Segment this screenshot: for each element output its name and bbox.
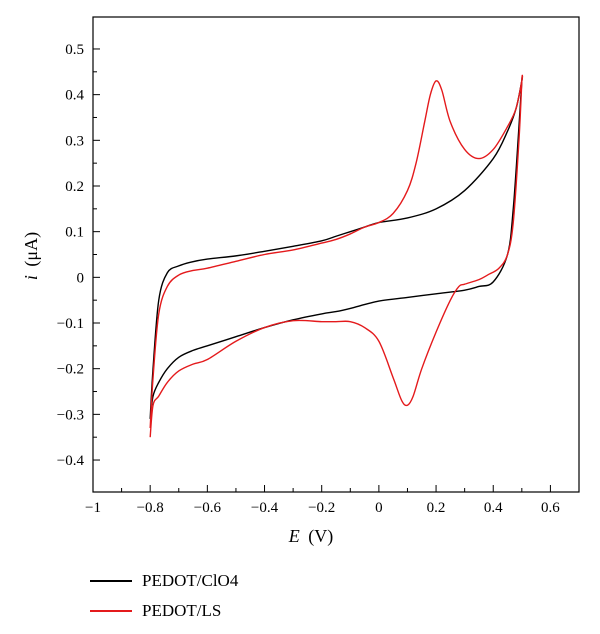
x-tick-label: 0.6 bbox=[541, 500, 560, 516]
y-tick-label: 0.2 bbox=[65, 179, 84, 195]
x-tick-label: −0.8 bbox=[137, 500, 164, 516]
x-axis-label: E (V) bbox=[288, 526, 334, 547]
y-tick-label: 0.1 bbox=[65, 225, 84, 241]
legend-swatch-pedot-ls bbox=[90, 610, 132, 612]
x-tick-label: 0.4 bbox=[484, 500, 503, 516]
x-tick-label: −0.6 bbox=[194, 500, 222, 516]
x-tick-label: −0.2 bbox=[308, 500, 335, 516]
legend: PEDOT/ClO4 PEDOT/LS bbox=[90, 566, 238, 626]
y-tick-label: 0.4 bbox=[65, 88, 84, 104]
data-curves bbox=[149, 74, 524, 438]
series-line-pedot-ls bbox=[149, 74, 524, 438]
legend-item-pedot-clo4: PEDOT/ClO4 bbox=[90, 566, 238, 596]
legend-label-pedot-ls: PEDOT/LS bbox=[142, 601, 222, 620]
y-tick-label: −0.4 bbox=[57, 453, 85, 469]
x-tick-label: 0 bbox=[375, 500, 383, 516]
y-tick-labels: −0.4 −0.3 −0.2 −0.1 0 0.1 0.2 0.3 0.4 0.5 bbox=[57, 42, 85, 469]
plot-frame bbox=[92, 16, 580, 493]
legend-swatch-pedot-clo4 bbox=[90, 580, 132, 582]
y-axis-symbol: i bbox=[21, 275, 41, 280]
y-tick-label: 0.3 bbox=[65, 133, 84, 149]
x-tick-labels: −1 −0.8 −0.6 −0.4 −0.2 0 0.2 0.4 0.6 bbox=[85, 500, 560, 516]
y-tick-label: 0.5 bbox=[65, 42, 84, 58]
cv-chart: −1 −0.8 −0.6 −0.4 −0.2 0 0.2 0.4 0.6 −0.4−0.3−0.… bbox=[21, 16, 580, 547]
x-tick-label: 0.2 bbox=[427, 500, 446, 516]
x-tick-label: −1 bbox=[85, 500, 101, 516]
y-axis-label: i (μA) bbox=[21, 232, 42, 280]
series-line-pedot-clo4 bbox=[149, 75, 524, 420]
axis-ticks bbox=[92, 48, 551, 492]
y-tick-label: 0 bbox=[77, 270, 85, 286]
x-tick-label: −0.4 bbox=[251, 500, 279, 516]
x-axis-symbol: E bbox=[288, 526, 300, 546]
y-tick-label: −0.2 bbox=[57, 362, 84, 378]
x-axis-unit: (V) bbox=[308, 526, 333, 547]
y-tick-label: −0.1 bbox=[57, 316, 84, 332]
y-tick-label: −0.3 bbox=[57, 407, 84, 423]
y-axis-unit: (μA) bbox=[21, 232, 42, 267]
legend-label-pedot-clo4: PEDOT/ClO4 bbox=[142, 571, 239, 590]
legend-item-pedot-ls: PEDOT/LS bbox=[90, 596, 238, 626]
